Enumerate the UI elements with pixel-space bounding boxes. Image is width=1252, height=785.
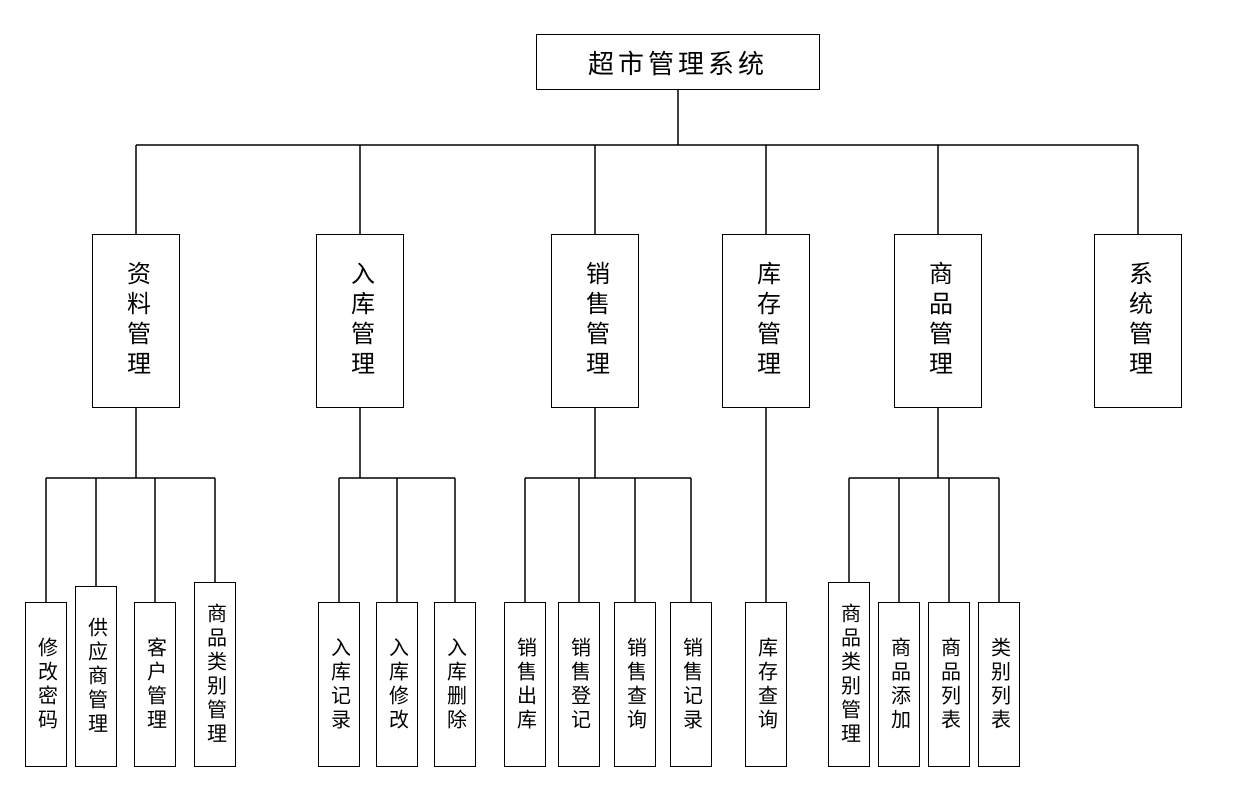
leaf-node-label: 客户管理 (141, 637, 170, 733)
leaf-node-label: 销售查询 (621, 637, 650, 733)
leaf-node: 入库修改 (376, 602, 418, 767)
mid-node-label: 库存管理 (749, 261, 784, 381)
leaf-node-label: 类别列表 (985, 637, 1014, 733)
mid-node-label: 系统管理 (1121, 261, 1156, 381)
root-label: 超市管理系统 (588, 44, 768, 81)
leaf-node-label: 商品类别管理 (835, 603, 864, 747)
leaf-node-label: 入库删除 (441, 637, 470, 733)
leaf-node: 类别列表 (978, 602, 1020, 767)
leaf-node-label: 供应商管理 (82, 617, 111, 737)
mid-node-system: 系统管理 (1094, 234, 1182, 408)
leaf-node-label: 销售出库 (511, 637, 540, 733)
leaf-node: 供应商管理 (75, 586, 117, 767)
leaf-node-label: 销售记录 (677, 637, 706, 733)
leaf-node-label: 库存查询 (752, 637, 781, 733)
leaf-node: 销售查询 (614, 602, 656, 767)
leaf-node-label: 销售登记 (565, 637, 594, 733)
leaf-node-label: 入库记录 (325, 637, 354, 733)
mid-node-label: 商品管理 (921, 261, 956, 381)
leaf-node-label: 修改密码 (32, 637, 61, 733)
mid-node-inbound: 入库管理 (316, 234, 404, 408)
leaf-node: 销售记录 (670, 602, 712, 767)
leaf-node-label: 商品列表 (935, 637, 964, 733)
leaf-node-label: 商品添加 (885, 637, 914, 733)
leaf-node: 客户管理 (134, 602, 176, 767)
leaf-node: 销售登记 (558, 602, 600, 767)
leaf-node-label: 商品类别管理 (201, 603, 230, 747)
mid-node-data: 资料管理 (92, 234, 180, 408)
mid-node-goods: 商品管理 (894, 234, 982, 408)
leaf-node: 入库记录 (318, 602, 360, 767)
mid-node-label: 销售管理 (578, 261, 613, 381)
mid-node-sales: 销售管理 (551, 234, 639, 408)
mid-node-label: 入库管理 (343, 261, 378, 381)
leaf-node: 修改密码 (25, 602, 67, 767)
leaf-node: 入库删除 (434, 602, 476, 767)
org-chart-canvas: 超市管理系统 资料管理 入库管理 销售管理 库存管理 商品管理 系统管理修改密码供应商管理… (0, 0, 1252, 785)
mid-node-stock: 库存管理 (722, 234, 810, 408)
root-node: 超市管理系统 (536, 34, 820, 90)
leaf-node: 商品添加 (878, 602, 920, 767)
leaf-node: 商品列表 (928, 602, 970, 767)
mid-node-label: 资料管理 (119, 261, 154, 381)
leaf-node: 销售出库 (504, 602, 546, 767)
leaf-node: 商品类别管理 (194, 582, 236, 767)
leaf-node: 库存查询 (745, 602, 787, 767)
leaf-node-label: 入库修改 (383, 637, 412, 733)
leaf-node: 商品类别管理 (828, 582, 870, 767)
